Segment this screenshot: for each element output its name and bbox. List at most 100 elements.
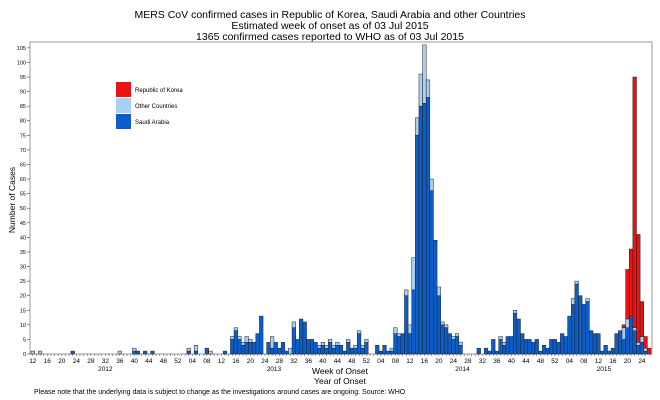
x-tick-label: 32 (102, 358, 110, 365)
bar-saudi-arabia (277, 347, 282, 355)
bar-saudi-arabia (353, 347, 358, 355)
bar-other-countries (498, 336, 503, 340)
bar-other-countries (429, 178, 434, 191)
x-tick-label: 32 (290, 358, 298, 365)
bar-other-countries (364, 339, 369, 343)
bar-saudi-arabia (135, 350, 141, 355)
bar-other-countries (360, 345, 365, 349)
x-tick-label: 52 (174, 358, 182, 365)
bar-other-countries (404, 289, 409, 296)
x-tick-label: 20 (435, 358, 443, 365)
y-tick-label: 10 (20, 323, 26, 329)
legend-swatch (116, 98, 131, 113)
bar-saudi-arabia (273, 342, 278, 355)
bar-saudi-arabia (570, 304, 576, 355)
bar-saudi-arabia (306, 339, 311, 355)
bar-saudi-arabia (545, 347, 550, 355)
bar-saudi-arabia (349, 347, 354, 355)
y-tick-label: 45 (20, 221, 26, 227)
bar-saudi-arabia (618, 330, 623, 355)
bar-saudi-arabia (346, 342, 351, 355)
bar-other-countries (320, 342, 325, 346)
bar-saudi-arabia (502, 345, 507, 355)
x-tick-label: 12 (406, 358, 414, 365)
x-tick-label: 44 (522, 358, 530, 365)
x-tick-label: 24 (450, 358, 458, 365)
bar-saudi-arabia (498, 339, 503, 355)
bar-saudi-arabia (378, 350, 383, 355)
x-tick-label: 36 (116, 358, 124, 365)
x-tick-label: 24 (73, 358, 81, 365)
bar-saudi-arabia (444, 327, 449, 355)
bar-saudi-arabia (621, 339, 626, 355)
y-tick-label: 100 (17, 60, 26, 66)
bar-other-countries (335, 342, 340, 346)
x-tick-label: 48 (537, 358, 545, 365)
bar-other-countries (38, 350, 43, 355)
bar-other-countries (117, 350, 122, 355)
bar-saudi-arabia (280, 342, 286, 355)
bar-saudi-arabia (291, 327, 296, 355)
bar-other-countries (639, 336, 644, 343)
bar-saudi-arabia (422, 102, 427, 355)
bar-other-countries (317, 345, 322, 349)
x-tick-label: 52 (551, 358, 559, 365)
bar-saudi-arabia (607, 350, 612, 355)
x-axis-label-year: Year of Onset (314, 376, 366, 386)
x-tick-label: 48 (348, 358, 356, 365)
x-tick-label: 16 (421, 358, 429, 365)
bar-other-countries (422, 44, 427, 104)
y-tick-label: 25 (20, 279, 26, 285)
bar-saudi-arabia (552, 339, 557, 355)
x-tick-label: 40 (319, 358, 327, 365)
x-tick-label: 32 (479, 358, 487, 365)
x-tick-label: 04 (377, 358, 385, 365)
bar-other-countries (451, 336, 456, 340)
x-tick-label: 12 (595, 358, 603, 365)
bar-other-countries (389, 347, 394, 352)
bar-other-countries (415, 117, 420, 136)
bar-saudi-arabia (313, 342, 318, 355)
bar-republic-of-korea (636, 234, 641, 343)
x-tick-label: 40 (131, 358, 139, 365)
x-tick-label: 20 (624, 358, 632, 365)
bar-other-countries (502, 342, 507, 346)
y-tick-label: 5 (23, 337, 26, 343)
bar-republic-of-korea (628, 248, 634, 317)
bar-other-countries (357, 330, 362, 334)
chart-subtitle-2: 1365 confirmed cases reported to WHO as … (196, 31, 464, 43)
bar-saudi-arabia (505, 336, 510, 355)
bar-saudi-arabia (132, 350, 137, 355)
bar-other-countries (186, 347, 191, 352)
bar-saudi-arabia (404, 295, 409, 355)
bar-saudi-arabia (578, 295, 583, 355)
bar-other-countries (230, 336, 235, 340)
bar-saudi-arabia (523, 339, 528, 355)
bar-saudi-arabia (70, 350, 75, 355)
x-tick-label: 04 (189, 358, 197, 365)
bar-saudi-arabia (400, 333, 405, 355)
bar-saudi-arabia (643, 350, 648, 355)
legend-swatch (116, 114, 131, 129)
bar-saudi-arabia (610, 347, 615, 355)
bar-saudi-arabia (338, 345, 344, 355)
plot-frame (29, 41, 653, 355)
bar-saudi-arabia (324, 347, 329, 355)
bar-saudi-arabia (454, 336, 460, 355)
x-tick-label: 20 (247, 358, 255, 365)
bar-saudi-arabia (592, 333, 597, 355)
bar-other-countries (328, 339, 333, 343)
bar-other-countries (270, 336, 275, 349)
x-tick-label: 36 (493, 358, 501, 365)
bar-saudi-arabia (494, 350, 499, 355)
bar-other-countries (440, 321, 445, 326)
bar-other-countries (244, 336, 249, 343)
bar-saudi-arabia (476, 347, 481, 355)
bar-other-countries (30, 350, 35, 355)
y-tick-label: 50 (20, 206, 26, 212)
bar-saudi-arabia (527, 339, 532, 355)
bar-saudi-arabia (357, 333, 362, 355)
y-tick-label: 60 (20, 177, 26, 183)
bar-saudi-arabia (556, 342, 561, 355)
